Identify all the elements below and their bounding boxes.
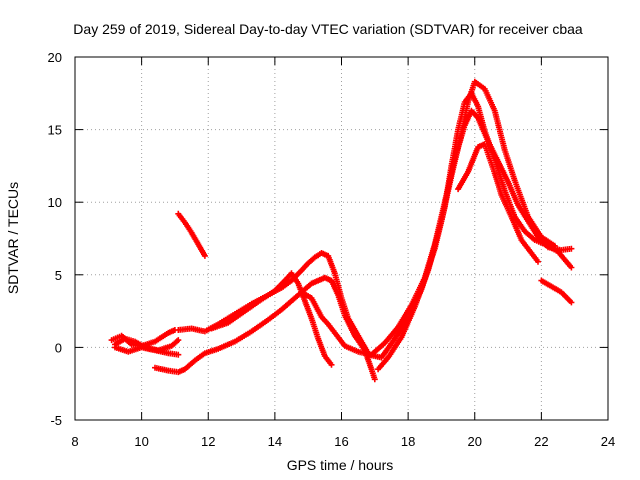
x-tick-label: 18 <box>401 434 415 449</box>
series-markers <box>112 344 182 358</box>
y-tick-label: 15 <box>48 123 62 138</box>
x-tick-label: 20 <box>468 434 482 449</box>
x-tick-label: 16 <box>334 434 348 449</box>
series-markers <box>365 90 575 361</box>
x-tick-label: 24 <box>601 434 615 449</box>
series-track-11 <box>455 141 541 265</box>
chart-title: Day 259 of 2019, Sidereal Day-to-day VTE… <box>73 21 583 37</box>
series-track-10 <box>375 78 558 373</box>
series-track-7 <box>208 270 335 368</box>
x-tick-label: 14 <box>268 434 282 449</box>
x-axis-title: GPS time / hours <box>287 457 394 473</box>
x-tick-label: 10 <box>134 434 148 449</box>
series-markers <box>208 270 335 368</box>
series-track-9 <box>365 90 575 361</box>
series-track-3 <box>112 344 182 358</box>
x-tick-label: 12 <box>201 434 215 449</box>
series-markers <box>455 141 541 265</box>
y-tick-label: -5 <box>50 413 62 428</box>
series-markers <box>175 210 208 259</box>
y-tick-label: 10 <box>48 195 62 210</box>
y-tick-label: 5 <box>55 268 62 283</box>
y-tick-label: 20 <box>48 50 62 65</box>
data-series <box>108 78 575 383</box>
series-markers <box>538 277 575 306</box>
y-axis-title: SDTVAR / TECUs <box>5 182 21 294</box>
axis-ticks: 8 10 12 14 16 18 20 22 24 -5 0 5 10 15 20 <box>48 50 616 449</box>
series-track-4 <box>175 210 208 259</box>
series-markers <box>375 78 558 373</box>
x-tick-label: 22 <box>534 434 548 449</box>
x-tick-label: 8 <box>71 434 78 449</box>
y-tick-label: 0 <box>55 340 62 355</box>
series-track-12 <box>538 277 575 306</box>
